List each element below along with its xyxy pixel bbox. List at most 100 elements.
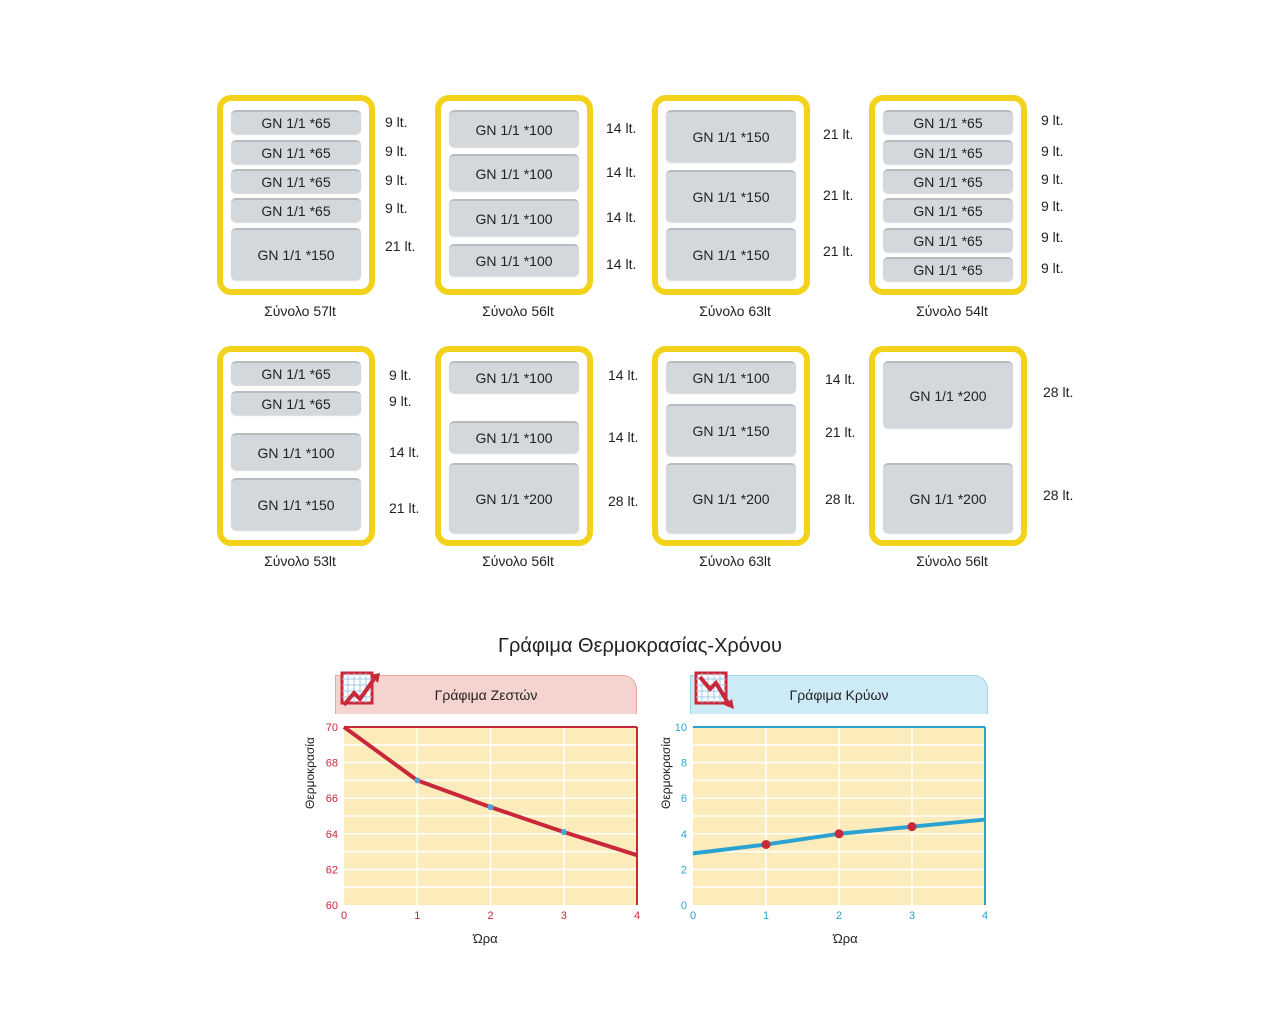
tray-volume-label: 9 lt.: [385, 143, 408, 159]
gn-tray: GN 1/1 *65: [883, 169, 1013, 193]
tray-volume-label: 9 lt.: [389, 367, 412, 383]
y-tick-label: 0: [681, 900, 687, 912]
x-tick-label: 4: [982, 910, 988, 922]
chart-tab: Γράφιμα Κρύων: [690, 675, 988, 714]
gn-tray: GN 1/1 *150: [231, 478, 361, 530]
y-tick-label: 4: [681, 829, 687, 841]
tray-volume-label: 28 lt.: [1043, 384, 1074, 400]
container-total: Σύνολο 63lt: [699, 303, 771, 319]
gn-tray: GN 1/1 *150: [666, 228, 796, 280]
tray-volume-label: 14 lt.: [825, 371, 856, 387]
gn-tray: GN 1/1 *65: [231, 140, 361, 164]
tray-volume-label: 14 lt.: [606, 256, 637, 272]
gn-tray: GN 1/1 *65: [883, 140, 1013, 164]
gn-tray: GN 1/1 *65: [231, 110, 361, 134]
y-tick-label: 70: [326, 722, 338, 734]
tray-volume-label: 21 lt.: [823, 187, 854, 203]
gn-container: GN 1/1 *200 GN 1/1 *200: [869, 346, 1027, 546]
gn-tray: GN 1/1 *100: [449, 154, 579, 191]
gn-container: GN 1/1 *100 GN 1/1 *100 GN 1/1 *200: [435, 346, 593, 546]
container-total: Σύνολο 56lt: [482, 303, 554, 319]
y-axis-label: Θερμοκρασία: [303, 737, 317, 809]
x-tick-label: 3: [561, 910, 567, 922]
chart-title: Γράφιμα Κρύων: [789, 687, 889, 703]
gn-tray: GN 1/1 *150: [666, 170, 796, 222]
gn-tray: GN 1/1 *65: [883, 110, 1013, 134]
x-axis-label: Ώρα: [833, 931, 858, 946]
gn-tray: GN 1/1 *150: [231, 228, 361, 280]
tray-volume-label: 21 lt.: [825, 424, 856, 440]
y-tick-label: 68: [326, 758, 338, 770]
x-tick-label: 3: [909, 910, 915, 922]
gn-tray: GN 1/1 *200: [666, 463, 796, 533]
gn-tray: GN 1/1 *200: [883, 463, 1013, 533]
tray-volume-label: 14 lt.: [389, 444, 420, 460]
x-tick-label: 0: [341, 910, 347, 922]
y-tick-label: 64: [326, 829, 338, 841]
tray-volume-label: 9 lt.: [1041, 112, 1064, 128]
container-total: Σύνολο 56lt: [916, 553, 988, 569]
tray-volume-label: 21 lt.: [385, 238, 416, 254]
x-tick-label: 4: [634, 910, 640, 922]
y-tick-label: 60: [326, 900, 338, 912]
tray-volume-label: 14 lt.: [608, 429, 639, 445]
gn-tray: GN 1/1 *200: [449, 463, 579, 533]
tray-volume-label: 28 lt.: [608, 493, 639, 509]
tray-volume-label: 21 lt.: [389, 500, 420, 516]
gn-tray: GN 1/1 *65: [231, 169, 361, 193]
tray-volume-label: 28 lt.: [1043, 487, 1074, 503]
gn-tray: GN 1/1 *200: [883, 361, 1013, 428]
gn-tray: GN 1/1 *65: [883, 257, 1013, 281]
x-tick-label: 2: [836, 910, 842, 922]
tray-volume-label: 9 lt.: [389, 393, 412, 409]
gn-tray: GN 1/1 *100: [666, 361, 796, 393]
chart-tab: Γράφιμα Ζεστών: [335, 675, 637, 714]
gn-container: GN 1/1 *65 GN 1/1 *65 GN 1/1 *100 GN 1/1 *1…: [217, 346, 375, 546]
x-tick-label: 0: [690, 910, 696, 922]
tray-volume-label: 9 lt.: [385, 114, 408, 130]
temperature-rising-icon: [340, 671, 380, 707]
tray-volume-label: 14 lt.: [606, 209, 637, 225]
gn-tray: GN 1/1 *100: [449, 361, 579, 393]
gn-tray: GN 1/1 *65: [883, 198, 1013, 222]
data-point: [834, 829, 844, 839]
gn-tray: GN 1/1 *65: [883, 228, 1013, 252]
data-point: [487, 804, 494, 811]
tray-volume-label: 14 lt.: [608, 367, 639, 383]
container-total: Σύνολο 54lt: [916, 303, 988, 319]
y-tick-label: 10: [675, 722, 687, 734]
data-point: [560, 829, 567, 836]
tray-volume-label: 9 lt.: [1041, 171, 1064, 187]
gn-tray: GN 1/1 *100: [449, 244, 579, 276]
x-tick-label: 1: [763, 910, 769, 922]
data-point: [414, 777, 421, 784]
x-tick-label: 1: [414, 910, 420, 922]
gn-container: GN 1/1 *150 GN 1/1 *150 GN 1/1 *150: [652, 95, 810, 295]
gn-tray: GN 1/1 *150: [666, 110, 796, 162]
gn-container: GN 1/1 *100 GN 1/1 *150 GN 1/1 *200: [652, 346, 810, 546]
tray-volume-label: 21 lt.: [823, 243, 854, 259]
gn-tray: GN 1/1 *100: [231, 433, 361, 470]
tray-volume-label: 14 lt.: [606, 164, 637, 180]
tray-volume-label: 9 lt.: [1041, 229, 1064, 245]
tray-volume-label: 28 lt.: [825, 491, 856, 507]
gn-tray: GN 1/1 *65: [231, 391, 361, 415]
charts-title: Γράφιμα Θερμοκρασίας-Χρόνου: [498, 635, 782, 657]
y-tick-label: 2: [681, 864, 687, 876]
gn-tray: GN 1/1 *65: [231, 361, 361, 385]
line-chart: 0 2 4 6 8 10 0 1 2 3 4: [675, 722, 988, 922]
chart-title: Γράφιμα Ζεστών: [434, 687, 538, 703]
tray-volume-label: 21 lt.: [823, 126, 854, 142]
gn-tray: GN 1/1 *100: [449, 199, 579, 236]
gn-tray: GN 1/1 *150: [666, 404, 796, 456]
data-point: [907, 822, 917, 832]
gn-tray: GN 1/1 *100: [449, 110, 579, 147]
data-point: [761, 839, 771, 849]
tray-volume-label: 14 lt.: [606, 120, 637, 136]
gn-tray: GN 1/1 *65: [231, 198, 361, 222]
y-tick-label: 8: [681, 758, 687, 770]
y-tick-label: 62: [326, 864, 338, 876]
gn-container: GN 1/1 *65 GN 1/1 *65 GN 1/1 *65 GN 1/1 *65…: [869, 95, 1027, 295]
x-tick-label: 2: [487, 910, 493, 922]
tray-volume-label: 9 lt.: [385, 172, 408, 188]
